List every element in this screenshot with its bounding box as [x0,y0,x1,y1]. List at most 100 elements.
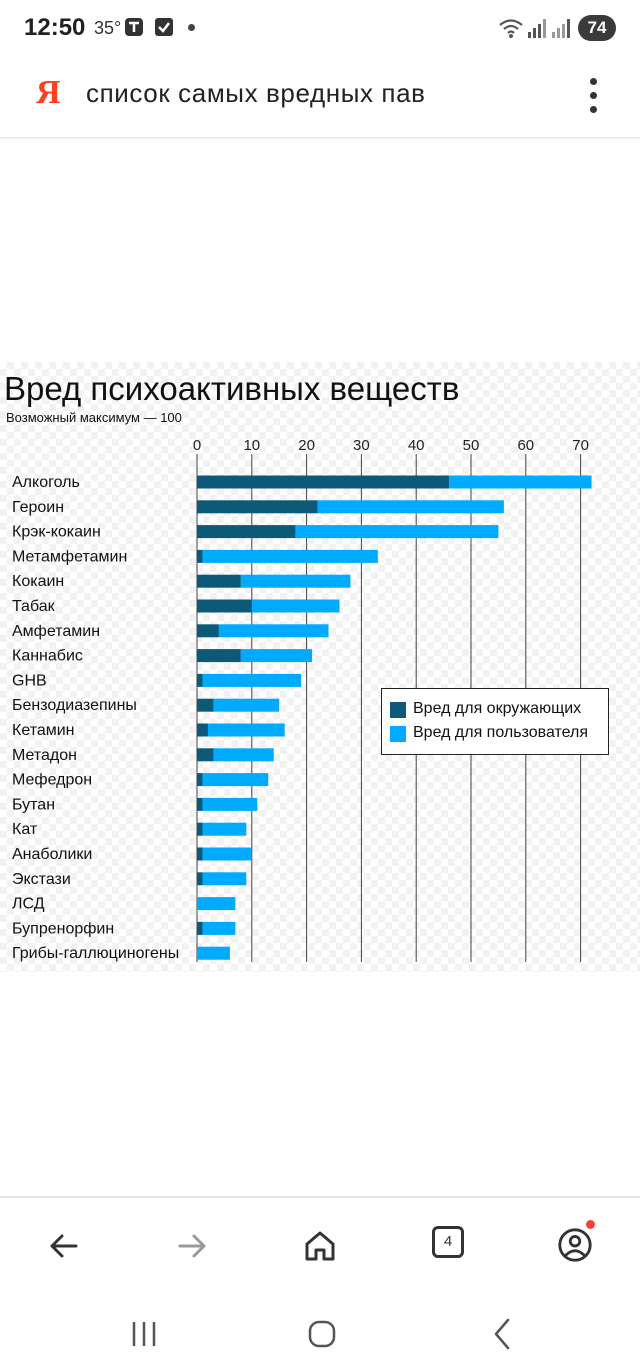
tabs-button[interactable]: 4 [432,1226,472,1266]
profile-icon [558,1228,592,1262]
bar-harm-users [213,748,274,762]
bar-harm-users [197,946,230,960]
status-temperature: 35° [94,18,122,38]
x-tick-label: 60 [517,437,534,454]
bar-harm-users [240,574,351,588]
bar-harm-others [197,847,203,861]
bar-harm-others [197,921,203,935]
x-tick-label: 10 [243,437,260,454]
chart-legend: Вред для окружающих Вред для пользовател… [381,688,609,755]
bar-harm-users [202,822,247,836]
search-header: Я список самых вредных пав [0,56,640,138]
tabs-count: 4 [432,1226,464,1258]
category-label: Бупренорфин [12,920,114,937]
bar-harm-others [197,525,296,539]
legend-swatch-others [390,702,406,718]
category-label: Мефедрон [12,772,92,789]
bar-harm-others [197,475,450,489]
category-label: Амфетамин [12,623,100,640]
system-nav-bar [0,1296,640,1372]
bar-harm-others [197,624,219,638]
bar-harm-users [317,500,504,514]
bar-harm-others [197,872,203,886]
notification-app-icon [125,18,143,36]
category-label: Крэк-кокаин [12,524,101,541]
profile-button[interactable] [556,1220,596,1266]
bar-harm-users [202,773,269,787]
bar-harm-users [202,673,302,687]
category-label: Кат [12,821,38,838]
category-label: ЛСД [12,896,45,913]
bar-harm-others [197,649,241,663]
x-tick-label: 20 [298,437,315,454]
x-tick-label: 50 [463,437,480,454]
checkbox-notification-icon [155,18,173,36]
bar-chart: 0 10 20 30 40 50 60 70 Алкоголь Героин Крэк-кокаин… [12,437,592,962]
legend-swatch-users [390,726,406,742]
legend-label-users: Вред для пользователя [413,724,588,741]
recent-apps-icon[interactable] [124,1316,164,1352]
category-label: Бутан [12,796,55,813]
x-tick-label: 70 [572,437,589,454]
yandex-logo[interactable]: Я [36,74,61,111]
x-tick-label: 40 [408,437,425,454]
bar-harm-users [202,847,252,861]
status-time: 12:50 [24,14,86,41]
bar-harm-others [197,773,203,787]
category-label: Метамфетамин [12,548,127,565]
system-home-icon[interactable] [302,1316,342,1352]
bar-harm-users [218,624,329,638]
bar-harm-users [295,525,499,539]
status-bar: 12:50 35° 74 [0,0,640,56]
category-label: Кокаин [12,573,64,590]
cell-signal-2-icon [552,19,570,38]
category-label: Метадон [12,747,77,764]
bar-harm-users [449,475,592,489]
chart-image[interactable]: Вред психоактивных веществ Возможный мак… [0,362,640,972]
category-label: Каннабис [12,648,83,665]
more-menu-icon[interactable] [584,76,604,116]
browser-bottom-nav: 4 [0,1196,640,1296]
bar-harm-others [197,549,203,563]
back-arrow-icon[interactable] [44,1226,84,1266]
battery-indicator: 74 [578,15,616,41]
system-back-icon[interactable] [482,1316,522,1352]
bar-harm-users [240,649,313,663]
bar-harm-users [202,872,247,886]
bar-harm-users [202,921,236,935]
bar-harm-users [202,797,258,811]
category-label: GHB [12,672,47,689]
bar-harm-users [251,599,340,613]
search-query-field[interactable]: список самых вредных пав [86,78,426,108]
notification-dot [586,1220,595,1229]
forward-arrow-icon[interactable] [172,1226,212,1266]
chart-title: Вред психоактивных веществ [4,370,460,407]
bar-harm-others [197,599,252,613]
chart-subtitle: Возможный максимум — 100 [6,410,182,425]
category-label: Бензодиазепины [12,697,137,714]
category-label: Экстази [12,871,71,888]
category-label: Грибы-галлюциногены [12,945,179,962]
wifi-icon [499,19,523,38]
bar-harm-others [197,822,203,836]
x-tick-label: 30 [353,437,370,454]
bar-harm-others [197,673,203,687]
bar-harm-others [197,500,318,514]
bar-harm-users [213,698,280,712]
bar-harm-users [207,723,285,737]
bar-harm-others [197,748,214,762]
bar-harm-others [197,574,241,588]
category-label: Кетамин [12,722,75,739]
bar-harm-users [202,549,378,563]
category-label: Табак [12,598,56,615]
bar-harm-users [197,897,236,911]
legend-label-others: Вред для окружающих [413,700,582,717]
more-notifications-dot [188,24,195,31]
category-label: Алкоголь [12,474,80,491]
bar-harm-others [197,723,208,737]
home-icon[interactable] [300,1226,340,1266]
category-label: Анаболики [12,846,92,863]
cell-signal-icon [528,19,546,38]
x-tick-label: 0 [193,437,201,454]
bar-harm-others [197,698,214,712]
